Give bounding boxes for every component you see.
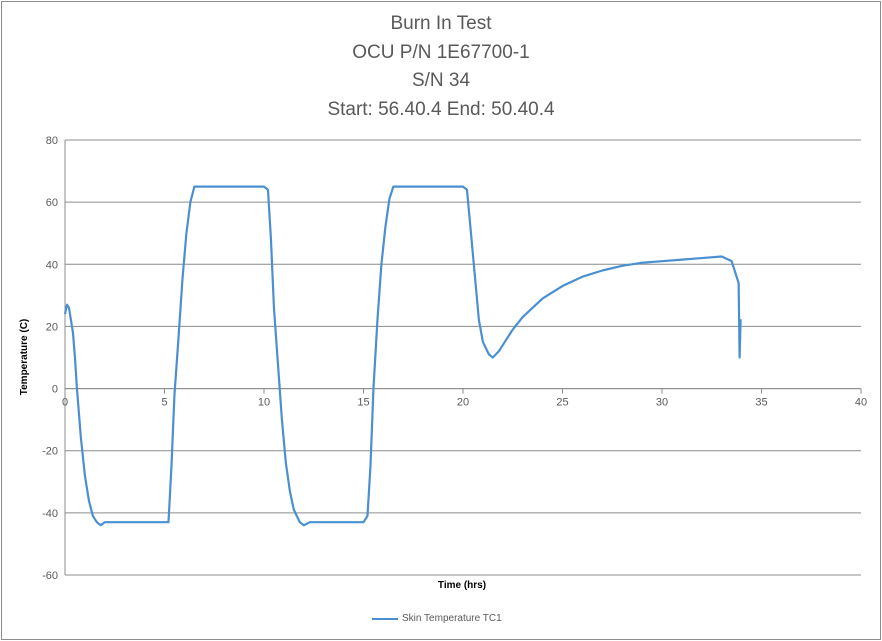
- title-line-4: Start: 56.40.4 End: 50.40.4: [327, 98, 555, 120]
- chart-title: Burn In Test OCU P/N 1E67700-1 S/N 34 St…: [0, 10, 882, 124]
- y-tick-label-5: -20: [42, 446, 58, 458]
- y-tick-label-6: -40: [42, 508, 58, 520]
- legend-line-swatch: [372, 617, 398, 620]
- x-axis-label: Time (hrs): [438, 580, 486, 591]
- x-tick-label-6: 30: [656, 397, 668, 409]
- x-tick-label-5: 25: [556, 397, 568, 409]
- x-tick-label-2: 10: [258, 397, 270, 409]
- x-tick-label-4: 20: [457, 397, 469, 409]
- x-tick-label-7: 35: [755, 397, 767, 409]
- y-tick-label-4: 0: [52, 384, 58, 396]
- title-line-2: OCU P/N 1E67700-1: [352, 41, 530, 63]
- title-line-3: S/N 34: [411, 70, 471, 91]
- legend: Skin Temperature TC1: [372, 613, 502, 624]
- title-line-1: Burn In Test: [390, 13, 492, 34]
- y-tick-label-1: 60: [46, 197, 58, 209]
- legend-series-label: Skin Temperature TC1: [402, 613, 502, 624]
- y-axis-label: Temperature (C): [19, 319, 30, 396]
- y-tick-label-2: 40: [46, 259, 58, 271]
- x-tick-label-3: 15: [357, 397, 369, 409]
- y-tick-label-7: -60: [42, 570, 58, 582]
- x-tick-label-8: 40: [855, 397, 867, 409]
- series-line-0: [63, 185, 742, 527]
- y-tick-label-3: 20: [46, 321, 58, 333]
- x-tick-label-0: 0: [62, 397, 68, 409]
- y-tick-label-0: 80: [46, 135, 58, 147]
- x-tick-label-1: 5: [161, 397, 167, 409]
